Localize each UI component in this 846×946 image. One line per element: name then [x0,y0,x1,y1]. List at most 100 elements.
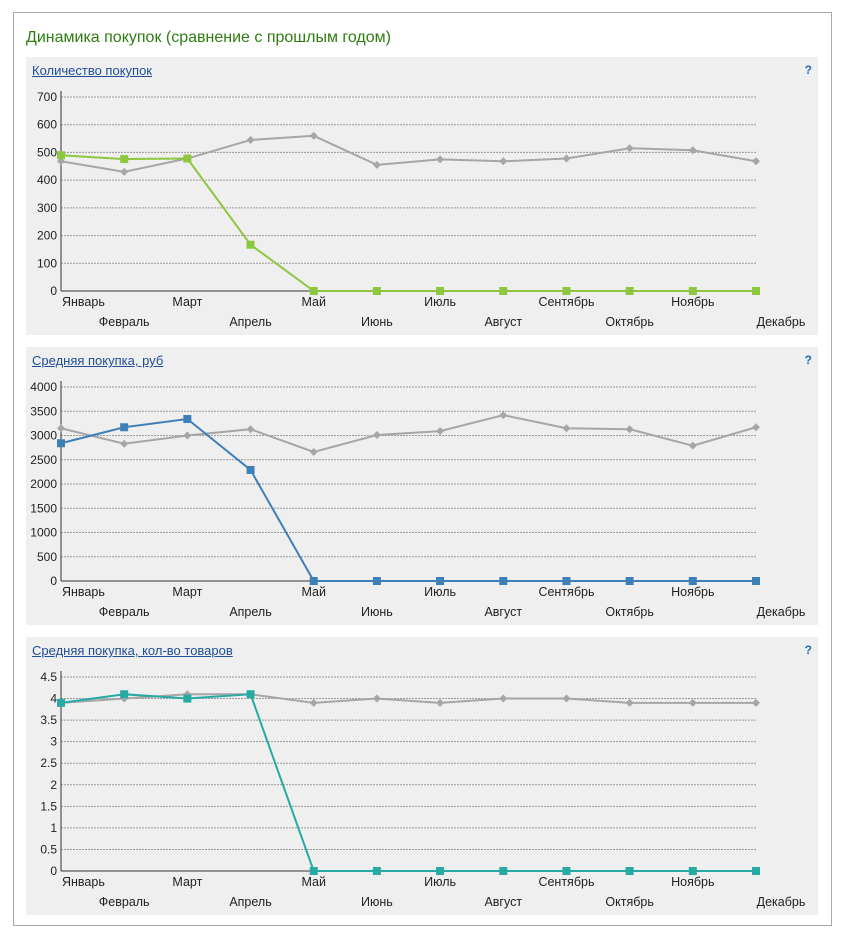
y-tick-label: 500 [37,145,57,159]
data-point-current [752,867,760,875]
chart-purchase-count: 0 100 200 300 400 500 600 700 Январь Февраль Март А… [37,90,806,329]
data-point-current [120,155,129,164]
data-point-previous [246,135,255,144]
x-tick-label: Декабрь [757,315,806,329]
data-point-previous [436,698,445,707]
y-tick-label: 1 [50,821,57,835]
purchase-dynamics-widget: Динамика покупок (сравнение с прошлым го… [13,12,832,926]
data-point-previous [436,155,445,164]
panel-purchase-count: Количество покупок ? 0 100 200 300 400 500 600… [26,57,818,335]
y-tick-label: 2 [50,778,57,792]
data-point-previous [562,424,571,433]
series-line-previous [60,134,757,173]
data-point-current [120,423,129,432]
help-icon[interactable]: ? [804,63,812,77]
help-icon[interactable]: ? [804,643,812,657]
series-line-current [60,417,756,582]
data-point-current [309,287,318,295]
data-point-previous [372,431,381,440]
x-tick-label: Октябрь [605,605,653,619]
x-tick-label: Март [172,295,202,309]
x-tick-label: Июнь [361,895,393,909]
data-point-current [183,154,192,163]
y-tick-label: 4 [50,692,57,706]
data-point-current [499,867,508,875]
x-tick-label: Декабрь [757,605,806,619]
data-point-previous [309,698,318,707]
data-point-current [436,577,445,585]
data-point-current [562,577,571,585]
data-point-current [183,694,192,703]
chart-title-link-average-purchase-items[interactable]: Средняя покупка, кол-во товаров [32,643,233,658]
data-point-current [499,287,508,295]
x-tick-label: Сентябрь [538,875,594,889]
data-point-previous [625,698,634,707]
chart-title-link-purchase-count[interactable]: Количество покупок [32,63,152,78]
x-tick-label: Ноябрь [671,295,714,309]
x-tick-label: Май [301,875,326,889]
data-point-previous [752,423,760,432]
data-point-current [625,287,634,295]
y-tick-label: 2.5 [40,756,57,770]
data-point-current [436,287,445,295]
y-tick-label: 1000 [30,526,57,540]
chart-average-purchase-rub: 0 500 1000 1500 2000 2500 3000 3500 4000 Январь Фе… [30,380,806,619]
y-tick-label: 0 [50,864,57,878]
y-tick-label: 300 [37,201,57,215]
data-point-previous [752,157,760,166]
x-tick-label: Август [484,315,522,329]
y-tick-label: 600 [37,118,57,132]
y-tick-label: 3000 [30,429,57,443]
data-point-current [372,577,381,585]
data-point-current [57,698,65,707]
data-point-previous [309,447,318,456]
data-point-current [372,287,381,295]
y-tick-label: 200 [37,229,57,243]
data-point-previous [436,427,445,436]
data-point-previous [309,131,318,140]
x-tick-label: Январь [62,875,105,889]
data-point-previous [183,431,192,440]
y-tick-label: 3 [50,735,57,749]
series-line-current [60,154,756,292]
data-point-current [562,287,571,295]
x-tick-label: Октябрь [605,315,653,329]
chart-title-link-average-purchase-rub[interactable]: Средняя покупка, руб [32,353,164,368]
data-point-previous [499,157,508,166]
data-point-current [436,867,445,875]
y-tick-label: 400 [37,173,57,187]
data-point-previous [372,694,381,703]
data-point-previous [625,425,634,434]
x-tick-label: Сентябрь [538,295,594,309]
x-tick-label: Март [172,585,202,599]
data-point-current [688,867,697,875]
x-tick-label: Май [301,585,326,599]
data-point-previous [688,698,697,707]
x-tick-label: Июль [424,295,456,309]
x-tick-label: Май [301,295,326,309]
y-tick-label: 2000 [30,477,57,491]
data-point-current [57,151,65,160]
data-point-previous [246,425,255,434]
data-point-current [752,577,760,585]
y-tick-label: 0 [50,284,57,298]
data-point-current [246,240,255,249]
data-point-current [246,465,255,474]
x-tick-label: Июль [424,875,456,889]
y-tick-label: 3500 [30,404,57,418]
series-line-current [60,693,756,872]
x-tick-label: Сентябрь [538,585,594,599]
x-tick-label: Июнь [361,605,393,619]
series-line-previous [60,414,757,454]
y-tick-label: 2500 [30,453,57,467]
data-point-previous [499,694,508,703]
panel-average-purchase-rub: Средняя покупка, руб ? 0 500 1000 1500 2000 2… [26,347,818,625]
help-icon[interactable]: ? [804,353,812,367]
x-tick-label: Январь [62,585,105,599]
y-tick-label: 0.5 [40,842,57,856]
x-tick-label: Декабрь [757,895,806,909]
data-point-previous [499,411,508,420]
y-tick-label: 500 [37,550,57,564]
data-point-previous [688,146,697,155]
data-point-previous [120,694,129,703]
